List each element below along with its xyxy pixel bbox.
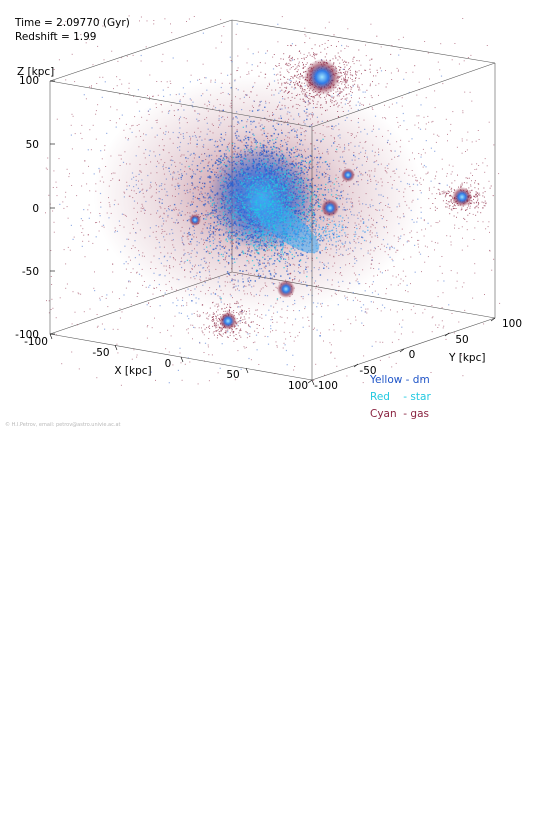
z-tick-label: 0 xyxy=(32,203,39,215)
z-tick-label: -100 xyxy=(15,329,39,341)
satellite-halo xyxy=(341,168,355,182)
star-particle-cloud xyxy=(186,126,369,300)
z-tick-label: 100 xyxy=(19,75,39,87)
z-axis-label: Z [kpc] xyxy=(17,66,54,78)
credit-text: © H.I.Petrov, email: petrov@astro.univie… xyxy=(5,422,121,428)
z-tick-label: -50 xyxy=(22,266,39,278)
x-tick-label: -50 xyxy=(92,347,109,359)
z-axis: Z [kpc] 100 50 0 -50 -100 xyxy=(15,66,55,341)
y-tick-label: -100 xyxy=(314,380,338,392)
satellite-halos xyxy=(189,59,472,330)
satellite-halo xyxy=(321,199,339,217)
x-tick-label: 0 xyxy=(165,358,172,370)
time-label: Time = 2.09770 (Gyr) xyxy=(15,17,130,29)
box-front-edges xyxy=(49,19,496,381)
x-axis-label: X [kpc] xyxy=(114,365,151,377)
satellite-halo xyxy=(277,280,295,298)
satellite-halo xyxy=(452,187,472,207)
x-axis: -100 -50 0 50 100 X [kpc] xyxy=(24,333,315,392)
satellite-halo xyxy=(219,312,237,330)
satellite-halo xyxy=(304,59,340,95)
y-tick-label: 100 xyxy=(502,318,522,330)
x-tick-label: 100 xyxy=(288,380,308,392)
y-tick-label: -50 xyxy=(359,365,376,377)
legend-entry-star: Red - star xyxy=(370,391,431,403)
legend-entry-gas: Cyan - gas xyxy=(370,408,430,420)
satellite-halo xyxy=(189,214,201,226)
x-tick-label: -100 xyxy=(24,336,48,348)
legend-entry-dm: Yellow - dm xyxy=(370,374,430,386)
y-axis-label: Y [kpc] xyxy=(448,352,485,364)
y-tick-label: 50 xyxy=(455,334,468,346)
x-tick-label: 50 xyxy=(226,369,239,381)
redshift-label: Redshift = 1.99 xyxy=(15,31,97,43)
y-tick-label: 0 xyxy=(409,349,416,361)
z-tick-label: 50 xyxy=(26,139,39,151)
y-axis: -100 -50 0 50 100 Y [kpc] xyxy=(307,317,522,392)
